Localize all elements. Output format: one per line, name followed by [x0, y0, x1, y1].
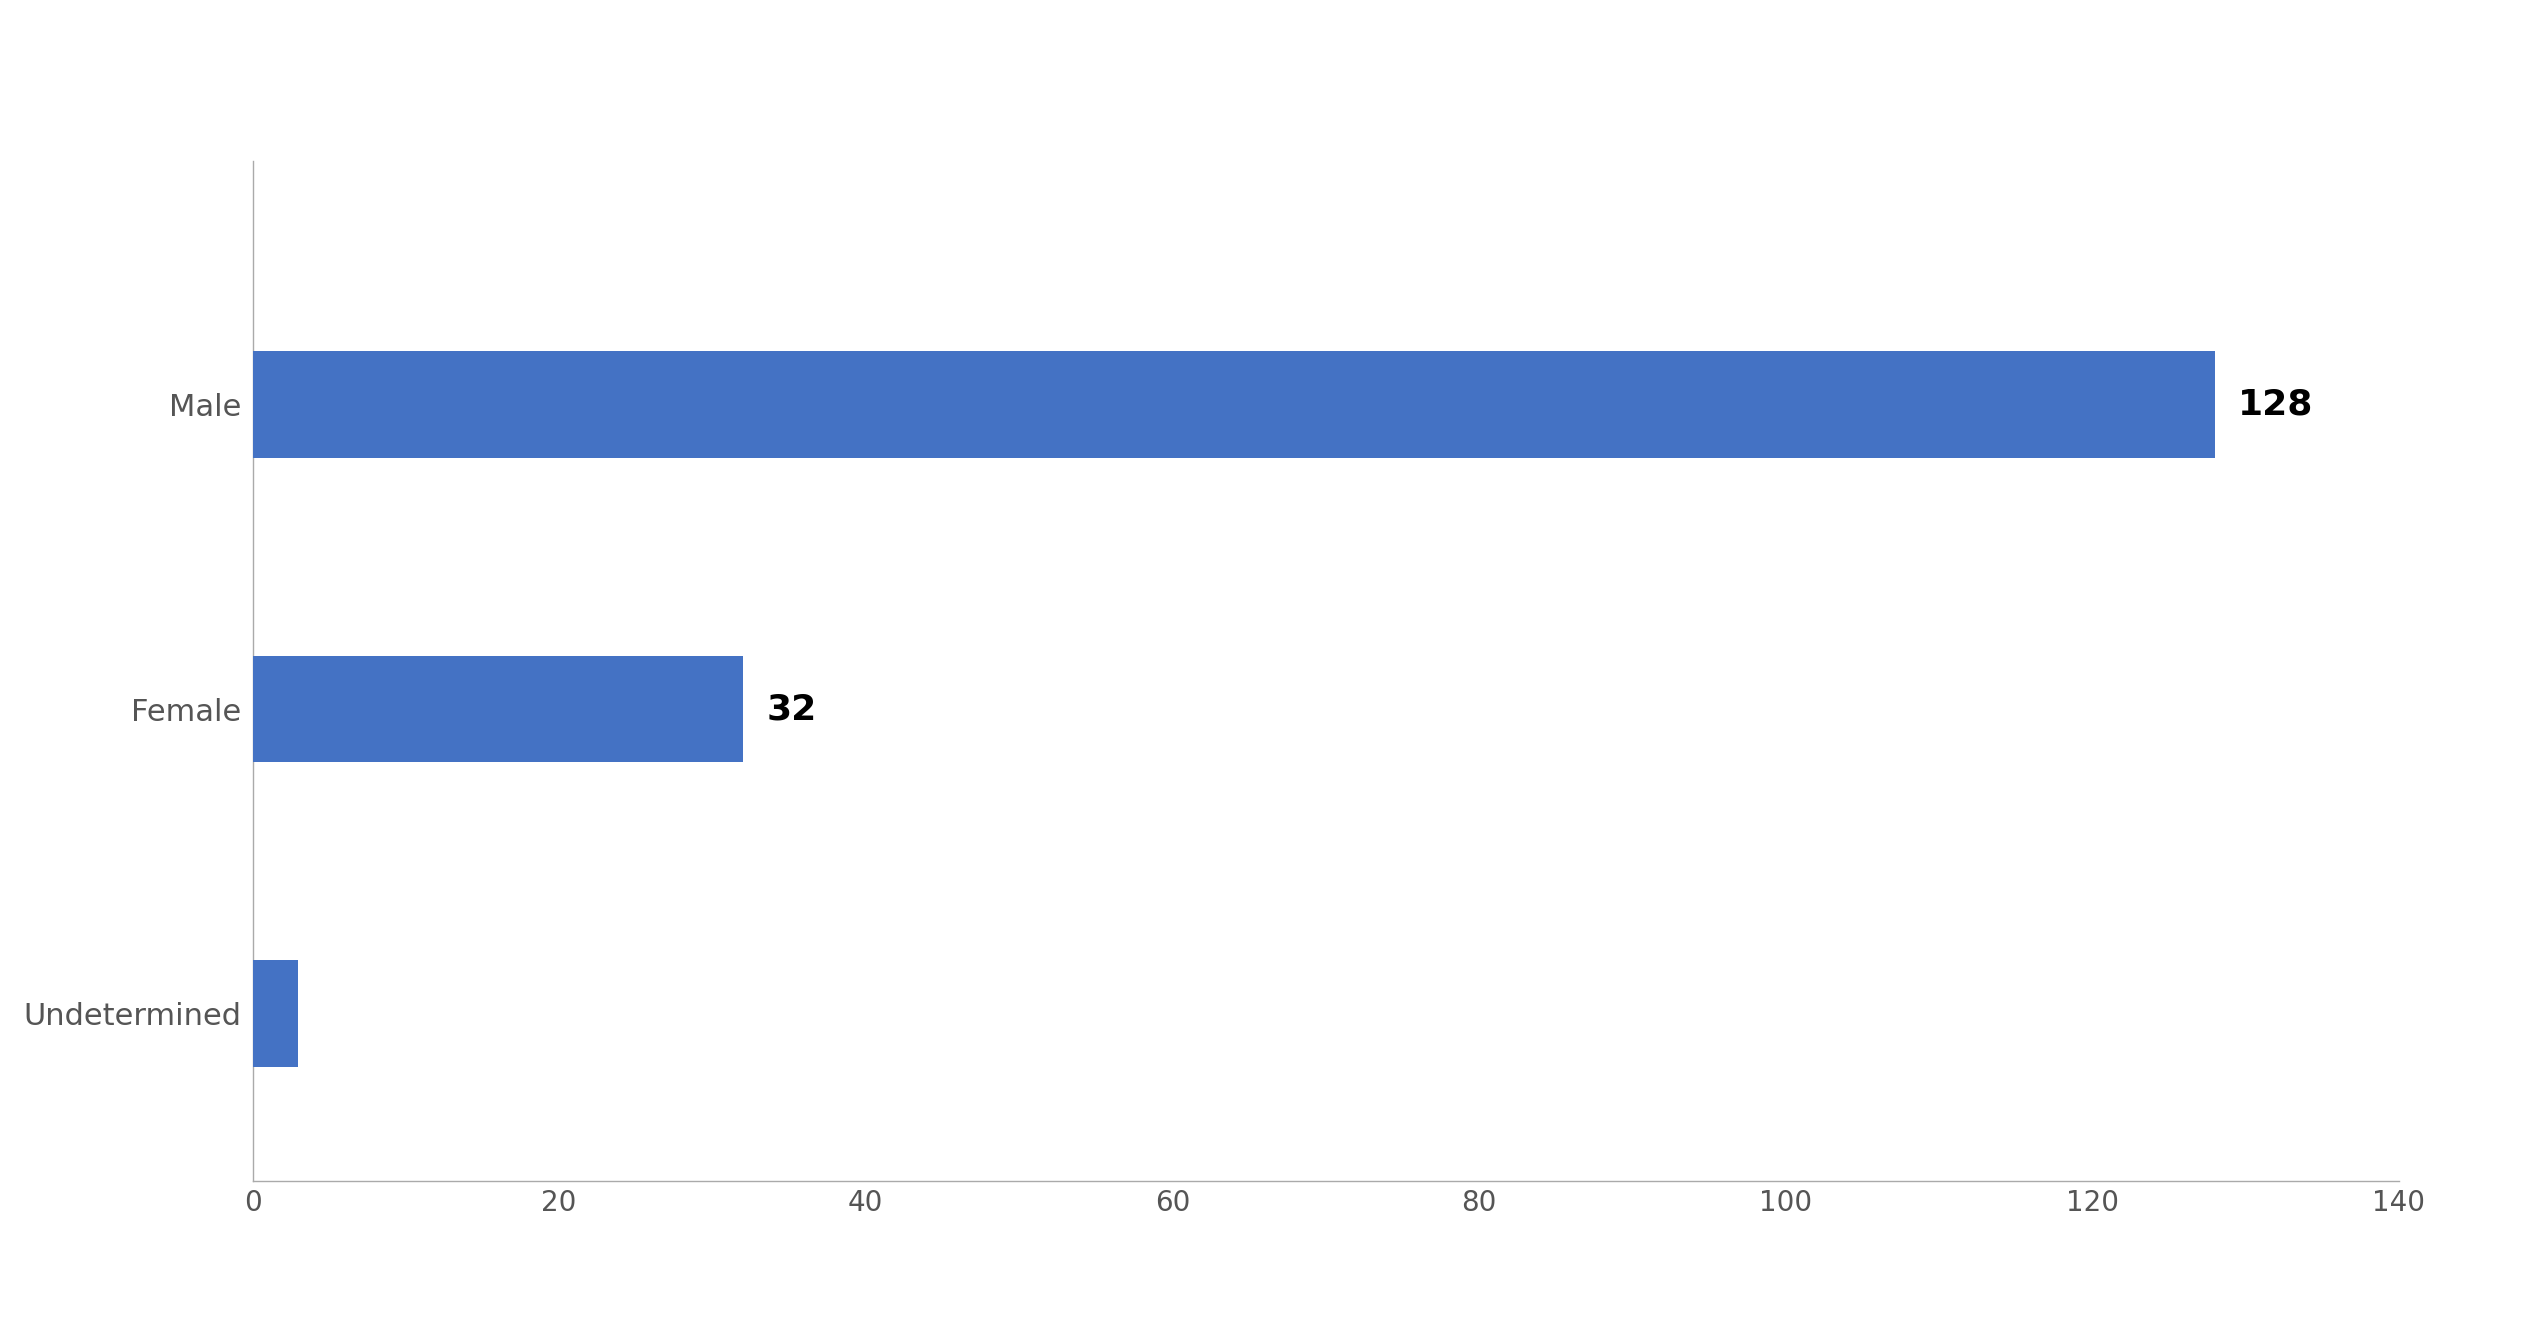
Bar: [252, 961, 298, 1067]
Bar: [252, 656, 742, 762]
Bar: [252, 352, 2214, 458]
Text: 128: 128: [2237, 388, 2313, 421]
Text: 32: 32: [765, 692, 816, 726]
